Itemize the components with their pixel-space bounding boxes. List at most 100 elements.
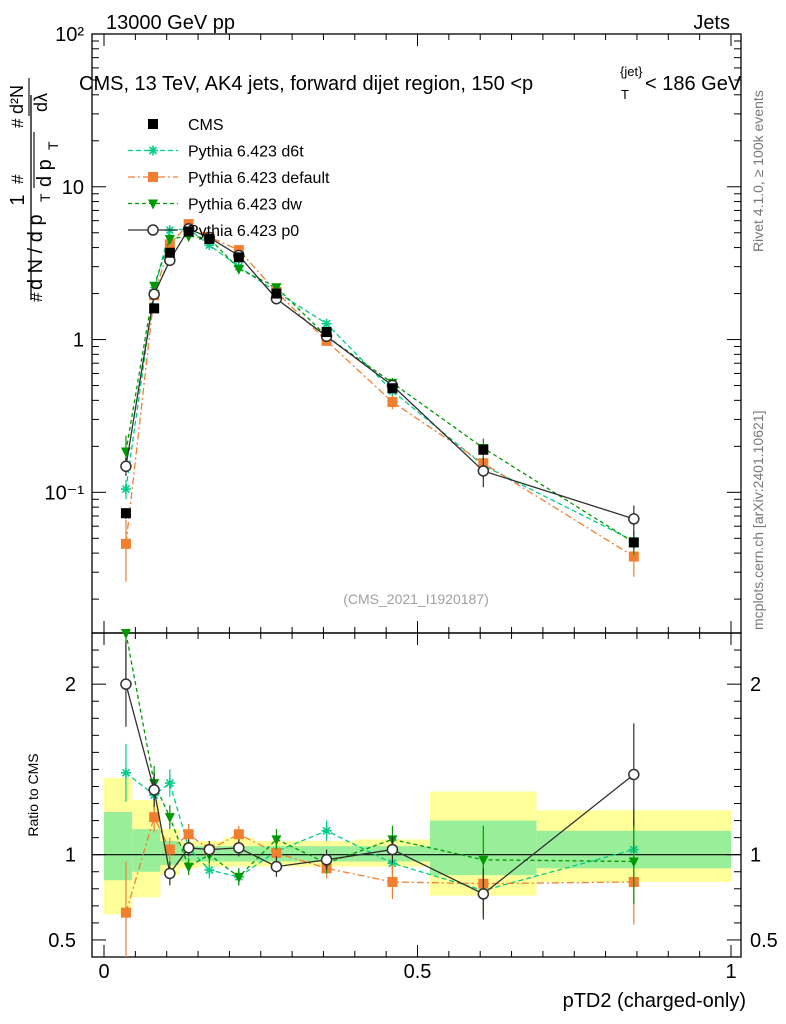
series-d6t-ratio-point — [204, 865, 215, 876]
series-p0-ratio-point — [203, 843, 216, 856]
series-dw-ratio-point — [164, 813, 175, 824]
series-p0-ratio-point — [182, 842, 195, 854]
source-label: mcplots.cern.ch [arXiv:2401.10621] — [750, 411, 766, 630]
series-p0-ratio-point — [320, 854, 333, 866]
series-default-ratio-line — [125, 815, 634, 913]
series-d6t-ratio-point — [321, 825, 332, 836]
ylabel-sharp-a: # — [27, 292, 46, 302]
ylabel-dlambda: dλ — [31, 93, 51, 112]
series-d6t-ratio-point-stroke — [205, 865, 214, 875]
series-dw-ratio-point — [183, 862, 194, 873]
series-default-ratio-point — [120, 907, 131, 918]
ylabel-one: 1 — [7, 194, 29, 205]
series-default-point — [120, 538, 131, 549]
legend-marker-d6t — [148, 145, 158, 156]
series-p0-point — [477, 465, 490, 477]
series-default-ratio-point — [271, 847, 282, 858]
ratio-tick-label-right: 0.5 — [750, 930, 778, 952]
cms-point — [387, 383, 398, 394]
plot-title: CMS, 13 TeV, AK4 jets, forward dijet reg… — [79, 64, 742, 102]
series-dw-point — [233, 264, 244, 275]
legend-marker-cms — [148, 119, 158, 129]
ratio-tick-label-right: 2 — [750, 674, 761, 696]
cms-point — [628, 537, 639, 548]
series-dw-ratio-point — [120, 629, 131, 639]
series-default-ratio-point — [149, 812, 160, 823]
series-default-ratio-point — [387, 876, 398, 887]
title-lead: CMS, 13 TeV, AK4 jets, forward dijet reg… — [79, 73, 533, 95]
cms-point — [164, 247, 175, 258]
title-sub: T — [621, 87, 629, 102]
series-p0-ratio-point — [233, 842, 245, 854]
series-default-point — [387, 397, 398, 408]
series-d6t-point-stroke — [121, 485, 131, 494]
cms-point — [271, 288, 282, 299]
y-tick-label: 1 — [73, 330, 84, 352]
ratio-panel: 0 0.5 1 0.5 0.5 1 1 2 2 — [48, 629, 778, 983]
main-y-label: 1 # d N / d p T # d p T # d²N dλ — [7, 78, 61, 302]
ylabel-d2N: d²N — [7, 85, 27, 114]
series-default-ratio-point — [233, 829, 244, 840]
series-default-ratio-point — [164, 844, 175, 855]
legend: CMS Pythia 6.423 d6t Pythia 6.423 default P… — [128, 117, 330, 240]
x-axis-label: pTD2 (charged-only) — [563, 990, 746, 1012]
ylabel-sharp-c: # — [8, 118, 27, 128]
y-tick-label: 10 — [62, 177, 84, 199]
y-tick-label: 10² — [55, 24, 84, 46]
series-p0-ratio-point — [164, 867, 176, 880]
legend-label-dw: Pythia 6.423 dw — [188, 197, 302, 214]
analysis-tag: (CMS_2021_I1920187) — [343, 591, 489, 607]
ratio-tick-label: 0.5 — [48, 930, 76, 952]
series-p0-ratio-point — [120, 678, 132, 690]
ratio-tick-label: 1 — [65, 845, 76, 867]
x-tick-label: 1 — [725, 961, 736, 983]
header-energy: 13000 GeV pp — [106, 12, 235, 34]
rivet-label: Rivet 4.1.0, ≥ 100k events — [750, 90, 766, 252]
series-default-point — [628, 551, 639, 562]
series-p0-point — [148, 288, 160, 300]
title-sup: {jet} — [620, 64, 643, 79]
cms-point — [321, 327, 332, 338]
series-d6t-point — [321, 318, 332, 329]
series-d6t-point-stroke — [322, 319, 331, 328]
ylabel-dp: d p — [34, 159, 56, 187]
series-d6t-ratio-line — [125, 772, 634, 892]
series-d6t-ratio-point — [164, 778, 175, 789]
band-inner — [132, 829, 161, 872]
legend-label-d6t: Pythia 6.423 d6t — [188, 144, 304, 161]
series-dw-ratio-point — [628, 857, 639, 868]
series-d6t-point — [120, 484, 131, 495]
ratio-frame — [91, 632, 742, 958]
legend-label-cms: CMS — [188, 117, 224, 134]
series-p0-point — [120, 460, 132, 473]
y-tick-label: 10⁻¹ — [45, 482, 85, 504]
series-dw-ratio-point — [271, 835, 282, 846]
series-dw-ratio-point — [478, 855, 489, 866]
series-p0-point — [628, 513, 640, 525]
legend-label-p0: Pythia 6.423 p0 — [188, 223, 299, 240]
series-dw-point — [271, 283, 282, 294]
series-default-ratio-point — [183, 829, 194, 840]
legend-marker-p0 — [147, 224, 159, 236]
legend-marker-d6t-stroke — [148, 146, 158, 155]
series-dw-point — [120, 447, 131, 458]
series-p0-ratio-point — [148, 784, 160, 796]
legend-label-default: Pythia 6.423 default — [188, 170, 330, 187]
series-dw-point — [149, 281, 160, 292]
cms-point — [120, 508, 131, 519]
legend-marker-default — [148, 172, 158, 182]
series-d6t-ratio-point-stroke — [165, 778, 174, 788]
ratio-tick-label-right: 1 — [750, 845, 761, 867]
series-d6t-ratio-point-stroke — [322, 826, 331, 835]
series-d6t-ratio-point-stroke — [121, 768, 131, 777]
series-dw-line — [125, 235, 635, 543]
ratio-y-label: Ratio to CMS — [25, 753, 41, 836]
series-dw-point — [164, 235, 175, 246]
band-inner — [104, 812, 133, 881]
series-p0-ratio-point — [477, 888, 490, 900]
ylabel-T-a: T — [37, 193, 53, 202]
x-tick-label: 0.5 — [404, 961, 432, 983]
series-p0-ratio-point — [270, 860, 283, 873]
main-panel: 10⁻¹ 1 10 10² — [45, 24, 742, 634]
